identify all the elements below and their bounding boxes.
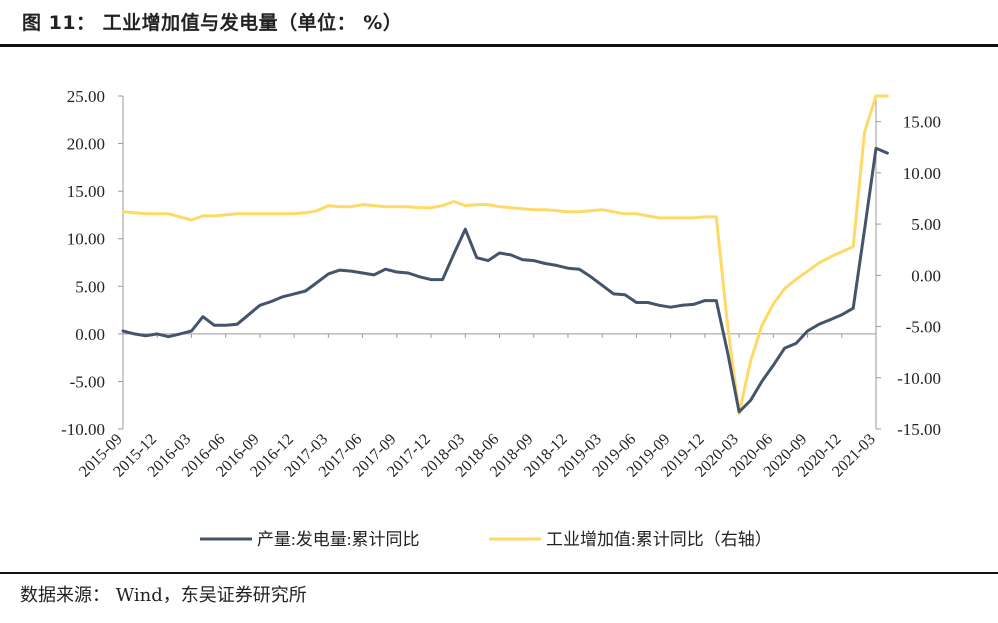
top-rule <box>0 44 998 47</box>
right-tick-label: -5.00 <box>906 318 941 337</box>
series-line-power-generation <box>121 146 889 414</box>
right-tick-label: 5.00 <box>911 215 941 234</box>
right-tick-label: -15.00 <box>897 420 941 439</box>
source-note: 数据来源： Wind，东吴证券研究所 <box>20 585 307 606</box>
left-tick-label: 20.00 <box>67 135 105 154</box>
right-tick-label: -10.00 <box>897 369 941 388</box>
left-tick-label: 15.00 <box>67 182 105 201</box>
left-axis-ticks: -10.00 -5.00 0.00 5.00 10.00 15.00 20.00 25.00 <box>61 87 123 439</box>
figure-header: 图 11： 工业增加值与发电量（单位： %） <box>0 0 998 47</box>
right-axis-ticks: -15.00 -10.00 -5.00 0.00 5.00 10.00 15.00 <box>876 113 941 439</box>
left-tick-label: 25.00 <box>67 87 105 106</box>
left-tick-label: 5.00 <box>75 277 105 296</box>
dual-axis-line-chart: -10.00-5.000.005.0010.0015.0020.0025.00 … <box>61 87 941 549</box>
legend-label: 产量:发电量:累计同比 <box>257 530 419 549</box>
chart-legend: 产量:发电量:累计同比 工业增加值:累计同比（右轴） <box>200 530 772 549</box>
figure-title: 图 11： 工业增加值与发电量（单位： %） <box>22 12 403 34</box>
series-line-industrial-value-added <box>121 94 889 416</box>
right-tick-label: 0.00 <box>911 266 941 285</box>
left-tick-label: -10.00 <box>61 420 105 439</box>
right-tick-label: 15.00 <box>903 113 941 132</box>
left-tick-label: 0.00 <box>75 325 105 344</box>
left-tick-label: -5.00 <box>70 372 105 391</box>
series-lines <box>121 94 889 416</box>
x-axis-ticks: 2015-092015-122016-032016-062016-092016-… <box>76 333 879 481</box>
left-tick-label: 10.00 <box>67 230 105 249</box>
right-tick-label: 10.00 <box>903 164 941 183</box>
legend-label: 工业增加值:累计同比（右轴） <box>546 530 772 549</box>
bottom-rule <box>0 572 998 574</box>
